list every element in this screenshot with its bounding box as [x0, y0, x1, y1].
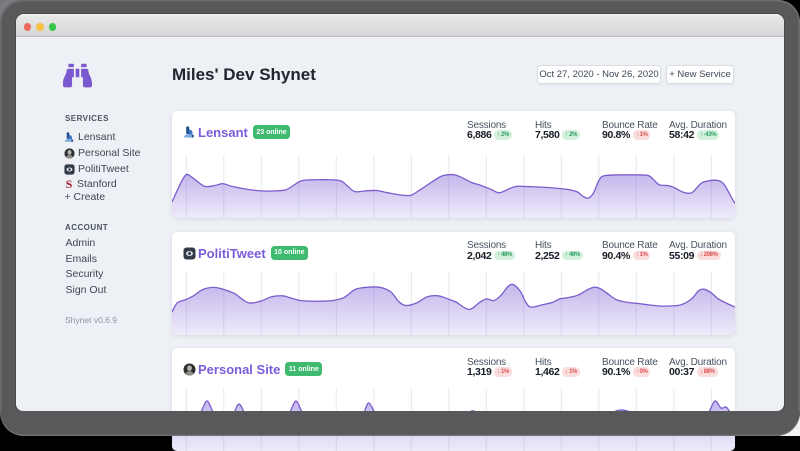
- svg-text:S: S: [66, 178, 73, 190]
